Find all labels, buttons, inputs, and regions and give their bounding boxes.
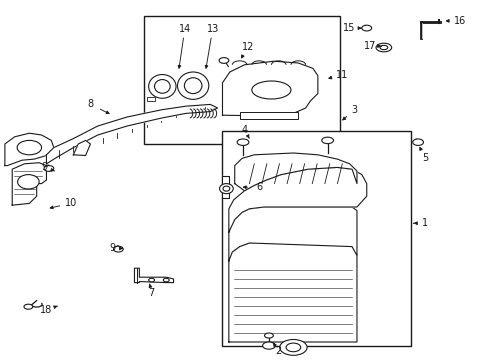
Ellipse shape [184, 78, 202, 94]
Text: 9: 9 [109, 243, 115, 253]
Ellipse shape [177, 72, 208, 99]
Ellipse shape [24, 304, 33, 309]
Ellipse shape [148, 75, 176, 98]
Ellipse shape [18, 175, 39, 189]
Bar [146, 97, 154, 101]
Polygon shape [12, 163, 46, 205]
Polygon shape [73, 140, 90, 156]
Ellipse shape [223, 186, 229, 191]
Ellipse shape [375, 43, 391, 52]
Polygon shape [46, 104, 217, 164]
Ellipse shape [379, 45, 387, 50]
Bar [239, 112, 298, 119]
Bar [222, 131, 410, 346]
Ellipse shape [219, 184, 233, 194]
Ellipse shape [44, 166, 54, 171]
Polygon shape [5, 133, 54, 166]
Text: 10: 10 [64, 198, 77, 208]
Ellipse shape [148, 278, 154, 282]
Text: 17: 17 [363, 41, 375, 51]
Text: 16: 16 [452, 16, 465, 26]
Polygon shape [228, 207, 356, 261]
Text: 7: 7 [148, 288, 154, 298]
Text: 15: 15 [342, 23, 355, 33]
Ellipse shape [321, 137, 333, 144]
Polygon shape [222, 61, 317, 116]
Ellipse shape [113, 246, 123, 252]
Ellipse shape [262, 342, 275, 349]
Text: 4: 4 [241, 125, 247, 135]
Text: 11: 11 [335, 70, 348, 80]
Polygon shape [228, 167, 366, 232]
Ellipse shape [279, 339, 306, 355]
Ellipse shape [154, 80, 170, 93]
Bar [144, 16, 339, 144]
Ellipse shape [251, 81, 290, 99]
Text: 12: 12 [241, 42, 254, 52]
Text: 5: 5 [422, 153, 427, 163]
Text: 6: 6 [256, 182, 262, 192]
Text: 1: 1 [422, 218, 427, 228]
Text: 9: 9 [41, 162, 47, 172]
Polygon shape [228, 243, 356, 342]
Ellipse shape [412, 139, 423, 145]
Ellipse shape [219, 58, 228, 63]
Text: 18: 18 [40, 305, 53, 315]
Ellipse shape [17, 140, 41, 155]
Polygon shape [134, 268, 173, 283]
Polygon shape [234, 153, 356, 191]
Text: 2: 2 [275, 346, 281, 356]
Text: 13: 13 [206, 24, 219, 34]
Text: 3: 3 [351, 105, 357, 115]
Polygon shape [222, 176, 228, 198]
Text: 8: 8 [87, 99, 93, 109]
Text: 14: 14 [178, 24, 191, 34]
Ellipse shape [237, 139, 248, 145]
Ellipse shape [285, 343, 300, 352]
Ellipse shape [264, 333, 273, 338]
Ellipse shape [163, 278, 169, 282]
Ellipse shape [361, 25, 371, 31]
